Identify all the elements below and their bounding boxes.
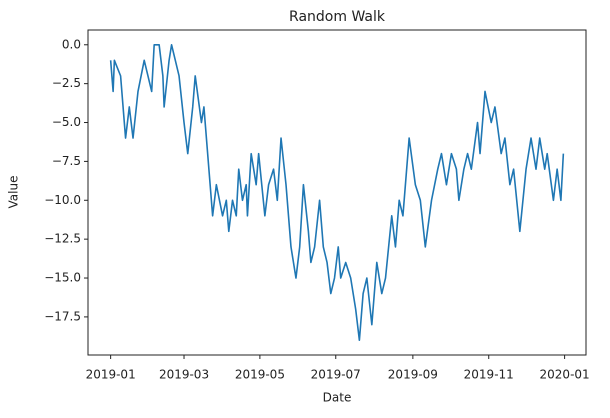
data-line	[109, 43, 565, 342]
x-tick-label: 2019-03	[159, 368, 209, 382]
y-tick-label: −17.5	[44, 309, 81, 323]
y-tick-label: −12.5	[44, 232, 81, 246]
x-tick-label: 2019-05	[235, 368, 285, 382]
y-axis-label: Value	[7, 176, 21, 209]
y-tick-label: −15.0	[44, 271, 81, 285]
x-tick-label: 2019-11	[464, 368, 514, 382]
x-tick-label: 2019-01	[86, 368, 136, 382]
y-tick-label: −10.0	[44, 193, 81, 207]
plot-frame	[87, 29, 587, 356]
x-tick-label: 2019-09	[388, 368, 438, 382]
x-axis-label: Date	[323, 391, 352, 405]
x-tick-label: 2019-07	[311, 368, 361, 382]
y-tick-label: −7.5	[52, 154, 81, 168]
y-tick-label: −5.0	[52, 115, 81, 129]
y-tick-label: −2.5	[52, 76, 81, 90]
y-tick-label: 0.0	[62, 37, 81, 51]
x-tick-label: 2020-01	[540, 368, 590, 382]
chart-title: Random Walk	[289, 9, 386, 25]
